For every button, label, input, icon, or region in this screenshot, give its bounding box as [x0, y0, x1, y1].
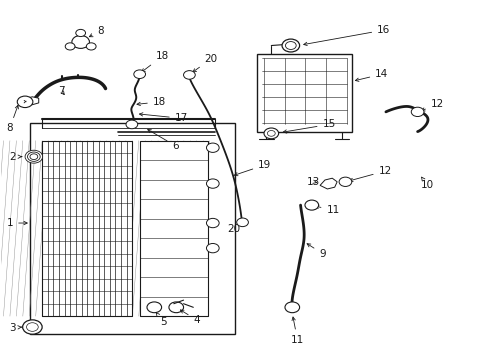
Circle shape	[126, 120, 138, 129]
Text: 13: 13	[306, 177, 320, 187]
Text: 11: 11	[315, 205, 339, 216]
Circle shape	[206, 179, 219, 188]
Circle shape	[282, 39, 299, 52]
Circle shape	[22, 320, 42, 334]
Circle shape	[206, 219, 219, 228]
Text: 12: 12	[349, 166, 391, 181]
Circle shape	[26, 323, 38, 331]
Circle shape	[134, 70, 145, 78]
Text: 18: 18	[137, 97, 166, 107]
Circle shape	[264, 128, 278, 139]
Polygon shape	[26, 97, 39, 105]
Circle shape	[30, 154, 38, 159]
Text: 7: 7	[58, 86, 65, 96]
Polygon shape	[320, 178, 336, 189]
Circle shape	[206, 143, 219, 152]
Text: 12: 12	[421, 99, 443, 111]
Circle shape	[25, 150, 42, 163]
Circle shape	[305, 200, 318, 210]
Text: 5: 5	[156, 312, 166, 327]
Text: 4: 4	[180, 310, 200, 325]
Bar	[42, 140, 132, 316]
Circle shape	[86, 43, 96, 50]
Bar	[256, 54, 351, 132]
Circle shape	[206, 243, 219, 253]
Text: 6: 6	[147, 130, 179, 151]
Text: 10: 10	[420, 177, 433, 190]
Circle shape	[236, 218, 248, 226]
Circle shape	[72, 36, 89, 48]
Circle shape	[285, 41, 296, 49]
Text: 11: 11	[290, 317, 304, 345]
Circle shape	[285, 302, 299, 313]
Circle shape	[338, 177, 351, 186]
Text: 17: 17	[139, 113, 188, 123]
Text: 14: 14	[355, 69, 387, 81]
Text: 15: 15	[283, 120, 335, 133]
Circle shape	[168, 302, 183, 313]
Text: 20: 20	[192, 54, 217, 72]
Circle shape	[410, 107, 423, 117]
Text: 20: 20	[226, 222, 241, 234]
Text: 2: 2	[9, 152, 22, 162]
Text: 3: 3	[9, 323, 21, 333]
Circle shape	[183, 71, 195, 79]
Text: 19: 19	[234, 160, 271, 176]
Text: 18: 18	[142, 51, 169, 72]
Bar	[140, 140, 207, 316]
Bar	[30, 123, 234, 334]
Circle shape	[27, 152, 40, 161]
Text: 8: 8	[6, 105, 19, 133]
Circle shape	[267, 131, 275, 136]
Text: 16: 16	[303, 25, 389, 46]
Circle shape	[76, 30, 85, 37]
Text: 8: 8	[89, 26, 103, 37]
Circle shape	[17, 96, 33, 108]
Circle shape	[147, 302, 161, 313]
Text: 9: 9	[306, 244, 325, 258]
Text: 1: 1	[6, 218, 27, 228]
Circle shape	[65, 43, 75, 50]
